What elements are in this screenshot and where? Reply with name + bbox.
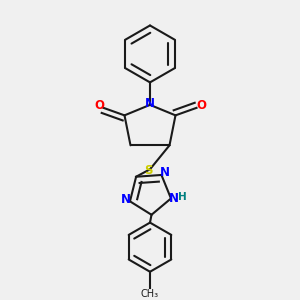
- Text: CH₃: CH₃: [141, 289, 159, 298]
- Text: N: N: [169, 192, 179, 205]
- Text: H: H: [178, 192, 187, 202]
- Text: O: O: [94, 99, 104, 112]
- Text: S: S: [144, 164, 153, 177]
- Text: N: N: [122, 193, 131, 206]
- Text: N: N: [160, 166, 170, 179]
- Text: N: N: [145, 97, 155, 110]
- Text: O: O: [196, 99, 206, 112]
